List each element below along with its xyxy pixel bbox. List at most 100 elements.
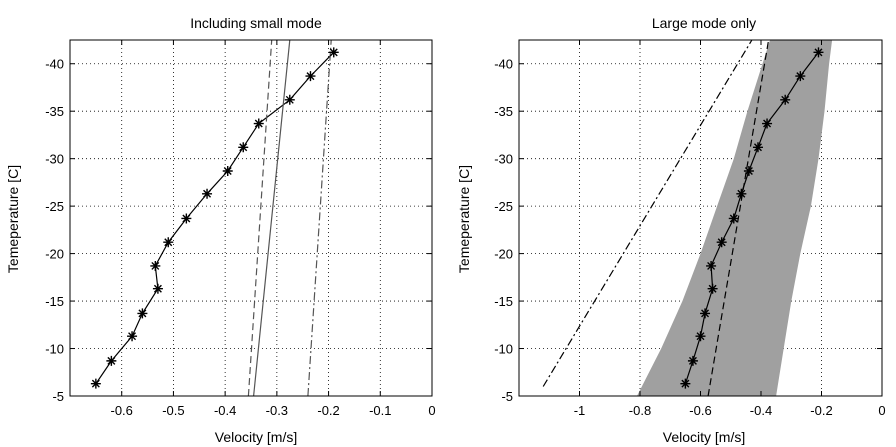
right-ticks: -1 -0.8 -0.6 -0.4 -0.2 0 -5 -10 -15 -20 -25 -30 -35 -… (494, 40, 886, 418)
left-asterisk-marker (137, 308, 148, 319)
left-asterisk-marker (305, 71, 316, 82)
left-data-point (253, 118, 264, 129)
left-asterisk-marker (181, 213, 192, 224)
right-asterisk-marker (762, 118, 773, 129)
left-series-model-dashed-line (247, 40, 273, 396)
right-data-point (716, 237, 727, 248)
right-plot-frame (518, 39, 883, 397)
left-grid (70, 40, 432, 396)
right-y-tick-label: -35 (494, 104, 513, 119)
left-asterisk-marker (284, 94, 295, 105)
right-data-point (736, 188, 747, 199)
left-data-point (328, 47, 339, 58)
right-x-tick-label: -0.2 (810, 403, 832, 418)
left-data-point (305, 71, 316, 82)
right-x-tick-label: -0.8 (629, 403, 651, 418)
left-data-point (127, 331, 138, 342)
right-data-point (780, 94, 791, 105)
left-data-point (152, 283, 163, 294)
left-data-point (284, 94, 295, 105)
right-data-point (752, 142, 763, 153)
left-y-axis-label: Temeperature [C] (5, 165, 21, 273)
left-data-point (150, 260, 161, 271)
right-y-axis-label: Temeperature [C] (456, 165, 472, 273)
left-y-tick-label: -25 (45, 199, 64, 214)
left-data-point (238, 142, 249, 153)
right-data-point (813, 47, 824, 58)
left-asterisk-marker (127, 331, 138, 342)
left-ticks: -0.6 -0.5 -0.4 -0.3 -0.2 -0.1 0 -5 -10 -15 -20 -25 -… (45, 40, 436, 418)
right-y-tick-label: -10 (494, 342, 513, 357)
left-x-tick-label: -0.6 (111, 403, 133, 418)
left-series-clipped (95, 40, 335, 396)
panel-right: Large mode only Velocity [m/s] Temeperat… (456, 15, 886, 445)
left-x-tick-label: -0.3 (266, 403, 288, 418)
right-asterisk-marker (813, 47, 824, 58)
left-data-point (90, 378, 101, 389)
right-series-model-dashdot-line (542, 40, 753, 387)
right-y-tick-label: -15 (494, 294, 513, 309)
right-y-tick-label: -40 (494, 57, 513, 72)
right-asterisk-marker (706, 260, 717, 271)
left-y-tick-label: -20 (45, 247, 64, 262)
right-asterisk-marker (700, 308, 711, 319)
right-asterisk-marker (716, 237, 727, 248)
right-data-point (695, 331, 706, 342)
right-y-tick-label: -5 (501, 389, 513, 404)
right-chart-title: Large mode only (652, 15, 756, 31)
left-series-model-line (253, 40, 291, 396)
right-asterisk-marker (752, 142, 763, 153)
left-asterisk-marker (238, 142, 249, 153)
right-x-tick-label: -0.6 (689, 403, 711, 418)
left-data-point (181, 213, 192, 224)
left-series-model-dashdot-line (307, 40, 332, 396)
right-data-point (707, 283, 718, 294)
left-asterisk-marker (150, 260, 161, 271)
right-data-point (687, 355, 698, 366)
right-y-tick-label: -25 (494, 199, 513, 214)
right-data-point (680, 378, 691, 389)
left-x-tick-label: -0.4 (214, 403, 236, 418)
left-asterisk-marker (90, 378, 101, 389)
left-x-tick-label: 0 (428, 403, 435, 418)
right-x-tick-label: -0.4 (750, 403, 772, 418)
left-asterisk-marker (222, 166, 233, 177)
left-x-tick-label: -0.1 (369, 403, 391, 418)
left-plot-frame (69, 39, 433, 397)
left-x-tick-label: -0.5 (162, 403, 184, 418)
left-data-point (202, 188, 213, 199)
right-asterisk-marker (780, 94, 791, 105)
right-asterisk-marker (695, 331, 706, 342)
left-y-tick-label: -30 (45, 152, 64, 167)
left-y-tick-label: -10 (45, 342, 64, 357)
right-x-tick-label: 0 (878, 403, 885, 418)
panel-left: Including small mode Velocity [m/s] Teme… (5, 15, 436, 445)
right-data-point (700, 308, 711, 319)
left-y-tick-label: -35 (45, 104, 64, 119)
right-asterisk-marker (728, 213, 739, 224)
right-x-axis-label: Velocity [m/s] (663, 429, 745, 445)
right-data-point (706, 260, 717, 271)
right-data-point (762, 118, 773, 129)
left-chart-title: Including small mode (190, 15, 322, 31)
right-series-layer (542, 40, 824, 396)
left-y-tick-label: -15 (45, 294, 64, 309)
right-data-point (743, 166, 754, 177)
right-asterisk-marker (743, 166, 754, 177)
right-y-tick-label: -20 (494, 247, 513, 262)
left-asterisk-marker (106, 355, 117, 366)
left-data-point (137, 308, 148, 319)
left-asterisk-marker (202, 188, 213, 199)
left-x-axis-label: Velocity [m/s] (215, 429, 297, 445)
right-x-tick-label: -1 (574, 403, 586, 418)
left-y-tick-label: -40 (45, 57, 64, 72)
left-asterisk-marker (163, 237, 174, 248)
right-asterisk-marker (736, 188, 747, 199)
right-asterisk-marker (795, 71, 806, 82)
right-y-tick-label: -30 (494, 152, 513, 167)
left-asterisk-marker (253, 118, 264, 129)
left-data-point (106, 355, 117, 366)
left-series-layer (90, 40, 339, 396)
right-data-point (795, 71, 806, 82)
